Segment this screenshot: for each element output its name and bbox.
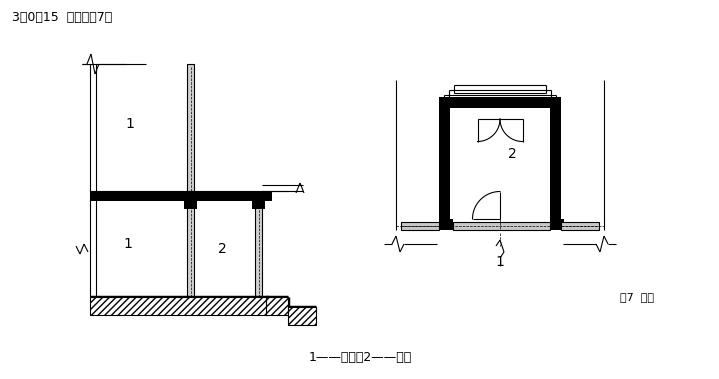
Text: 1: 1 <box>124 237 132 251</box>
Bar <box>550 108 561 230</box>
Text: 1: 1 <box>126 117 134 131</box>
Bar <box>187 201 194 297</box>
Bar <box>90 191 196 201</box>
Bar <box>439 97 561 108</box>
Bar <box>453 222 550 230</box>
Bar <box>439 108 450 230</box>
Text: 3．0．15  门斗见图7。: 3．0．15 门斗见图7。 <box>12 11 112 24</box>
Bar <box>194 191 272 201</box>
Text: 图7  门斗: 图7 门斗 <box>620 292 654 302</box>
Bar <box>401 222 439 230</box>
Bar <box>255 201 262 297</box>
Bar <box>266 297 288 315</box>
Bar <box>439 219 453 230</box>
Text: 2: 2 <box>508 147 516 161</box>
Bar <box>90 297 268 315</box>
Bar <box>550 219 564 230</box>
Text: 2: 2 <box>218 242 226 256</box>
Bar <box>561 222 599 230</box>
Bar <box>288 307 316 325</box>
Bar <box>252 199 265 209</box>
Bar <box>184 199 197 209</box>
Text: 1——室内；2——门斗: 1——室内；2——门斗 <box>308 351 411 364</box>
Bar <box>187 64 194 191</box>
Text: 1: 1 <box>495 255 505 269</box>
